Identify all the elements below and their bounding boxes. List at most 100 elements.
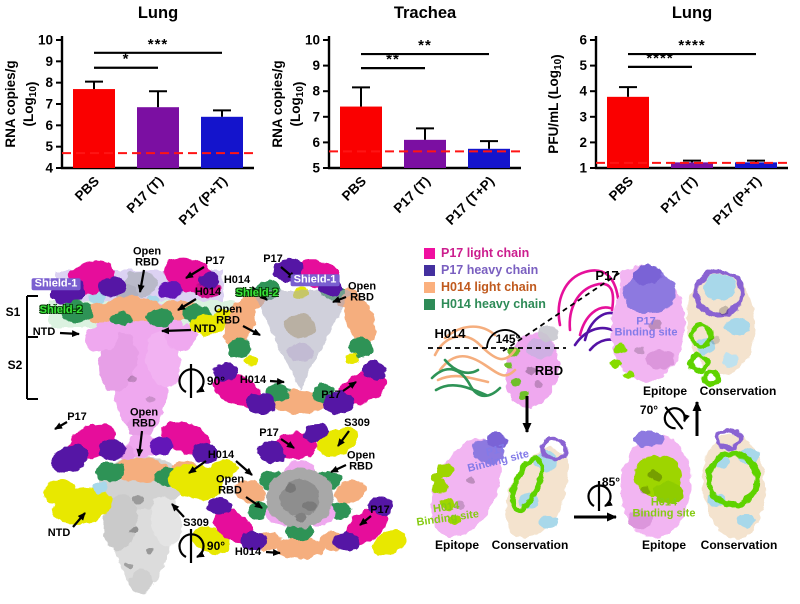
p17-h014-epitope-conservation-pair (430, 431, 569, 539)
legend-label: P17 heavy chain (441, 263, 539, 277)
y-tick-label: 8 (312, 84, 320, 99)
legend-label: H014 light chain (441, 280, 537, 294)
rbd-surface-blob (504, 326, 559, 408)
legend-swatch (424, 299, 435, 310)
angle-145-dashes (428, 271, 622, 352)
y-tick-label: 5 (579, 58, 587, 73)
chain-color-legend: P17 light chain P17 heavy chain H014 light… (424, 247, 546, 311)
legend-label: H014 heavy chain (441, 297, 546, 311)
label-arrows (54, 266, 372, 556)
bar-PBS (607, 96, 649, 168)
spike-top-view-s309 (192, 423, 406, 559)
x-tick-label: P17 (T) (124, 174, 166, 216)
y-tick-label: 1 (579, 161, 587, 176)
chart-title: Trachea (394, 4, 457, 22)
chart-lung-pfu: Lung 1 2 3 4 5 6 PFU/mL (Log10) PBS P17 (T) P17 (P… (546, 4, 788, 228)
x-tick-label: P17 (P+T) (710, 174, 764, 228)
label-h014-3-arrow (269, 378, 285, 385)
x-tick-label: PBS (339, 174, 369, 204)
y-axis-label: PFU/mL (Log10) (546, 54, 564, 153)
bar-PBS (340, 106, 382, 168)
label-open-rbd-4-arrow (136, 430, 144, 457)
chart-title: Lung (138, 4, 178, 22)
label-ntd-right-1-arrow (161, 327, 192, 335)
y-axis-label: (Log10) (288, 82, 306, 127)
chart-trachea-rna: Trachea 5 6 7 8 9 10 RNA copies/g (Log10) PBS P17 … (270, 4, 521, 228)
label-h014-4-arrow (188, 460, 207, 474)
label-open-rbd-1-arrow (137, 269, 146, 293)
y-tick-label: 6 (312, 135, 320, 150)
label-ntd-2-arrow (72, 512, 86, 528)
significance-stars: **** (678, 37, 705, 54)
y-axis-label: RNA copies/g (270, 60, 285, 147)
x-tick-label: P17 (T) (391, 174, 433, 216)
y-tick-label: 5 (45, 139, 53, 154)
chart-title: Lung (672, 4, 712, 22)
label-h014-1-arrow (177, 298, 197, 311)
structures-panel: Open RBD P17 H014 NTD Shield-1 Shield-2 NTD S1 S… (0, 230, 800, 604)
label-s309-2-arrow (337, 430, 350, 447)
bar-P17 (T) (137, 107, 179, 168)
legend-entry: P17 heavy chain (424, 264, 546, 277)
x-tick-label: PBS (606, 174, 636, 204)
label-h014-2-arrow (251, 286, 268, 301)
y-tick-label: 5 (312, 161, 320, 176)
significance-stars: ** (418, 37, 432, 54)
label-s309-1-arrow (171, 503, 185, 518)
y-tick-label: 9 (45, 54, 53, 69)
annotation-graphics (26, 271, 702, 563)
x-tick-label: P17 (T+P) (443, 174, 497, 228)
rotation-icon-85 (587, 481, 613, 511)
bar-P17 (T+P) (468, 148, 510, 168)
bar-P17 (T) (404, 139, 446, 168)
y-tick-label: 6 (45, 118, 53, 133)
spike-side-view-shielded (50, 258, 235, 440)
spike-top-view-shielded (213, 258, 387, 415)
significance-stars: ** (386, 51, 400, 68)
y-tick-label: 3 (579, 109, 587, 124)
rotation-icon-90-a (178, 364, 205, 398)
label-p17-3-arrow (342, 381, 357, 392)
y-tick-label: 10 (305, 33, 320, 48)
bar-P17 (P+T) (201, 116, 243, 168)
chart-lung-rna: Lung 4 5 6 7 8 9 10 RNA copies/g (Log10) PBS P17 (T… (3, 4, 254, 228)
legend-swatch (424, 265, 435, 276)
y-axis-label: (Log10) (21, 82, 39, 127)
x-tick-label: PBS (72, 174, 102, 204)
label-h014-4-arrow (235, 460, 253, 476)
y-tick-label: 4 (579, 84, 587, 99)
significance-stars: * (123, 51, 130, 68)
h014-epitope-conservation-pair (620, 428, 766, 539)
significance-stars: **** (646, 50, 673, 67)
bar-PBS (73, 89, 115, 168)
legend-label: P17 light chain (441, 246, 530, 260)
rotation-icon-70 (663, 406, 690, 430)
y-tick-label: 6 (579, 33, 587, 48)
label-p17-5-arrow (280, 438, 295, 449)
label-p17-6-arrow (359, 515, 372, 526)
x-tick-label: P17 (T) (658, 174, 700, 216)
label-p17-4-arrow (54, 421, 68, 430)
legend-swatch (424, 248, 435, 259)
legend-swatch (424, 282, 435, 293)
structures-graphic (26, 258, 766, 594)
label-ntd-left-1-arrow (59, 330, 80, 338)
spike-side-view-s309 (43, 421, 237, 594)
legend-entry: P17 light chain (424, 247, 546, 260)
y-tick-label: 2 (579, 135, 587, 150)
y-tick-label: 8 (45, 75, 53, 90)
y-tick-label: 9 (312, 58, 320, 73)
bar-P17 (T) (671, 162, 713, 168)
legend-entry: H014 light chain (424, 281, 546, 294)
label-h014-5-arrow (265, 549, 281, 556)
y-tick-label: 4 (45, 161, 53, 176)
label-p17-1-arrow (185, 266, 205, 279)
significance-stars: *** (148, 36, 169, 53)
legend-entry: H014 heavy chain (424, 298, 546, 311)
rotation-icon-90-b (178, 529, 205, 563)
charts-row: Lung 4 5 6 7 8 9 10 RNA copies/g (Log10) PBS P17 (T… (0, 0, 800, 230)
p17-epitope-conservation-pair (610, 265, 756, 387)
x-tick-label: P17 (P+T) (176, 174, 230, 228)
y-tick-label: 7 (312, 109, 320, 124)
